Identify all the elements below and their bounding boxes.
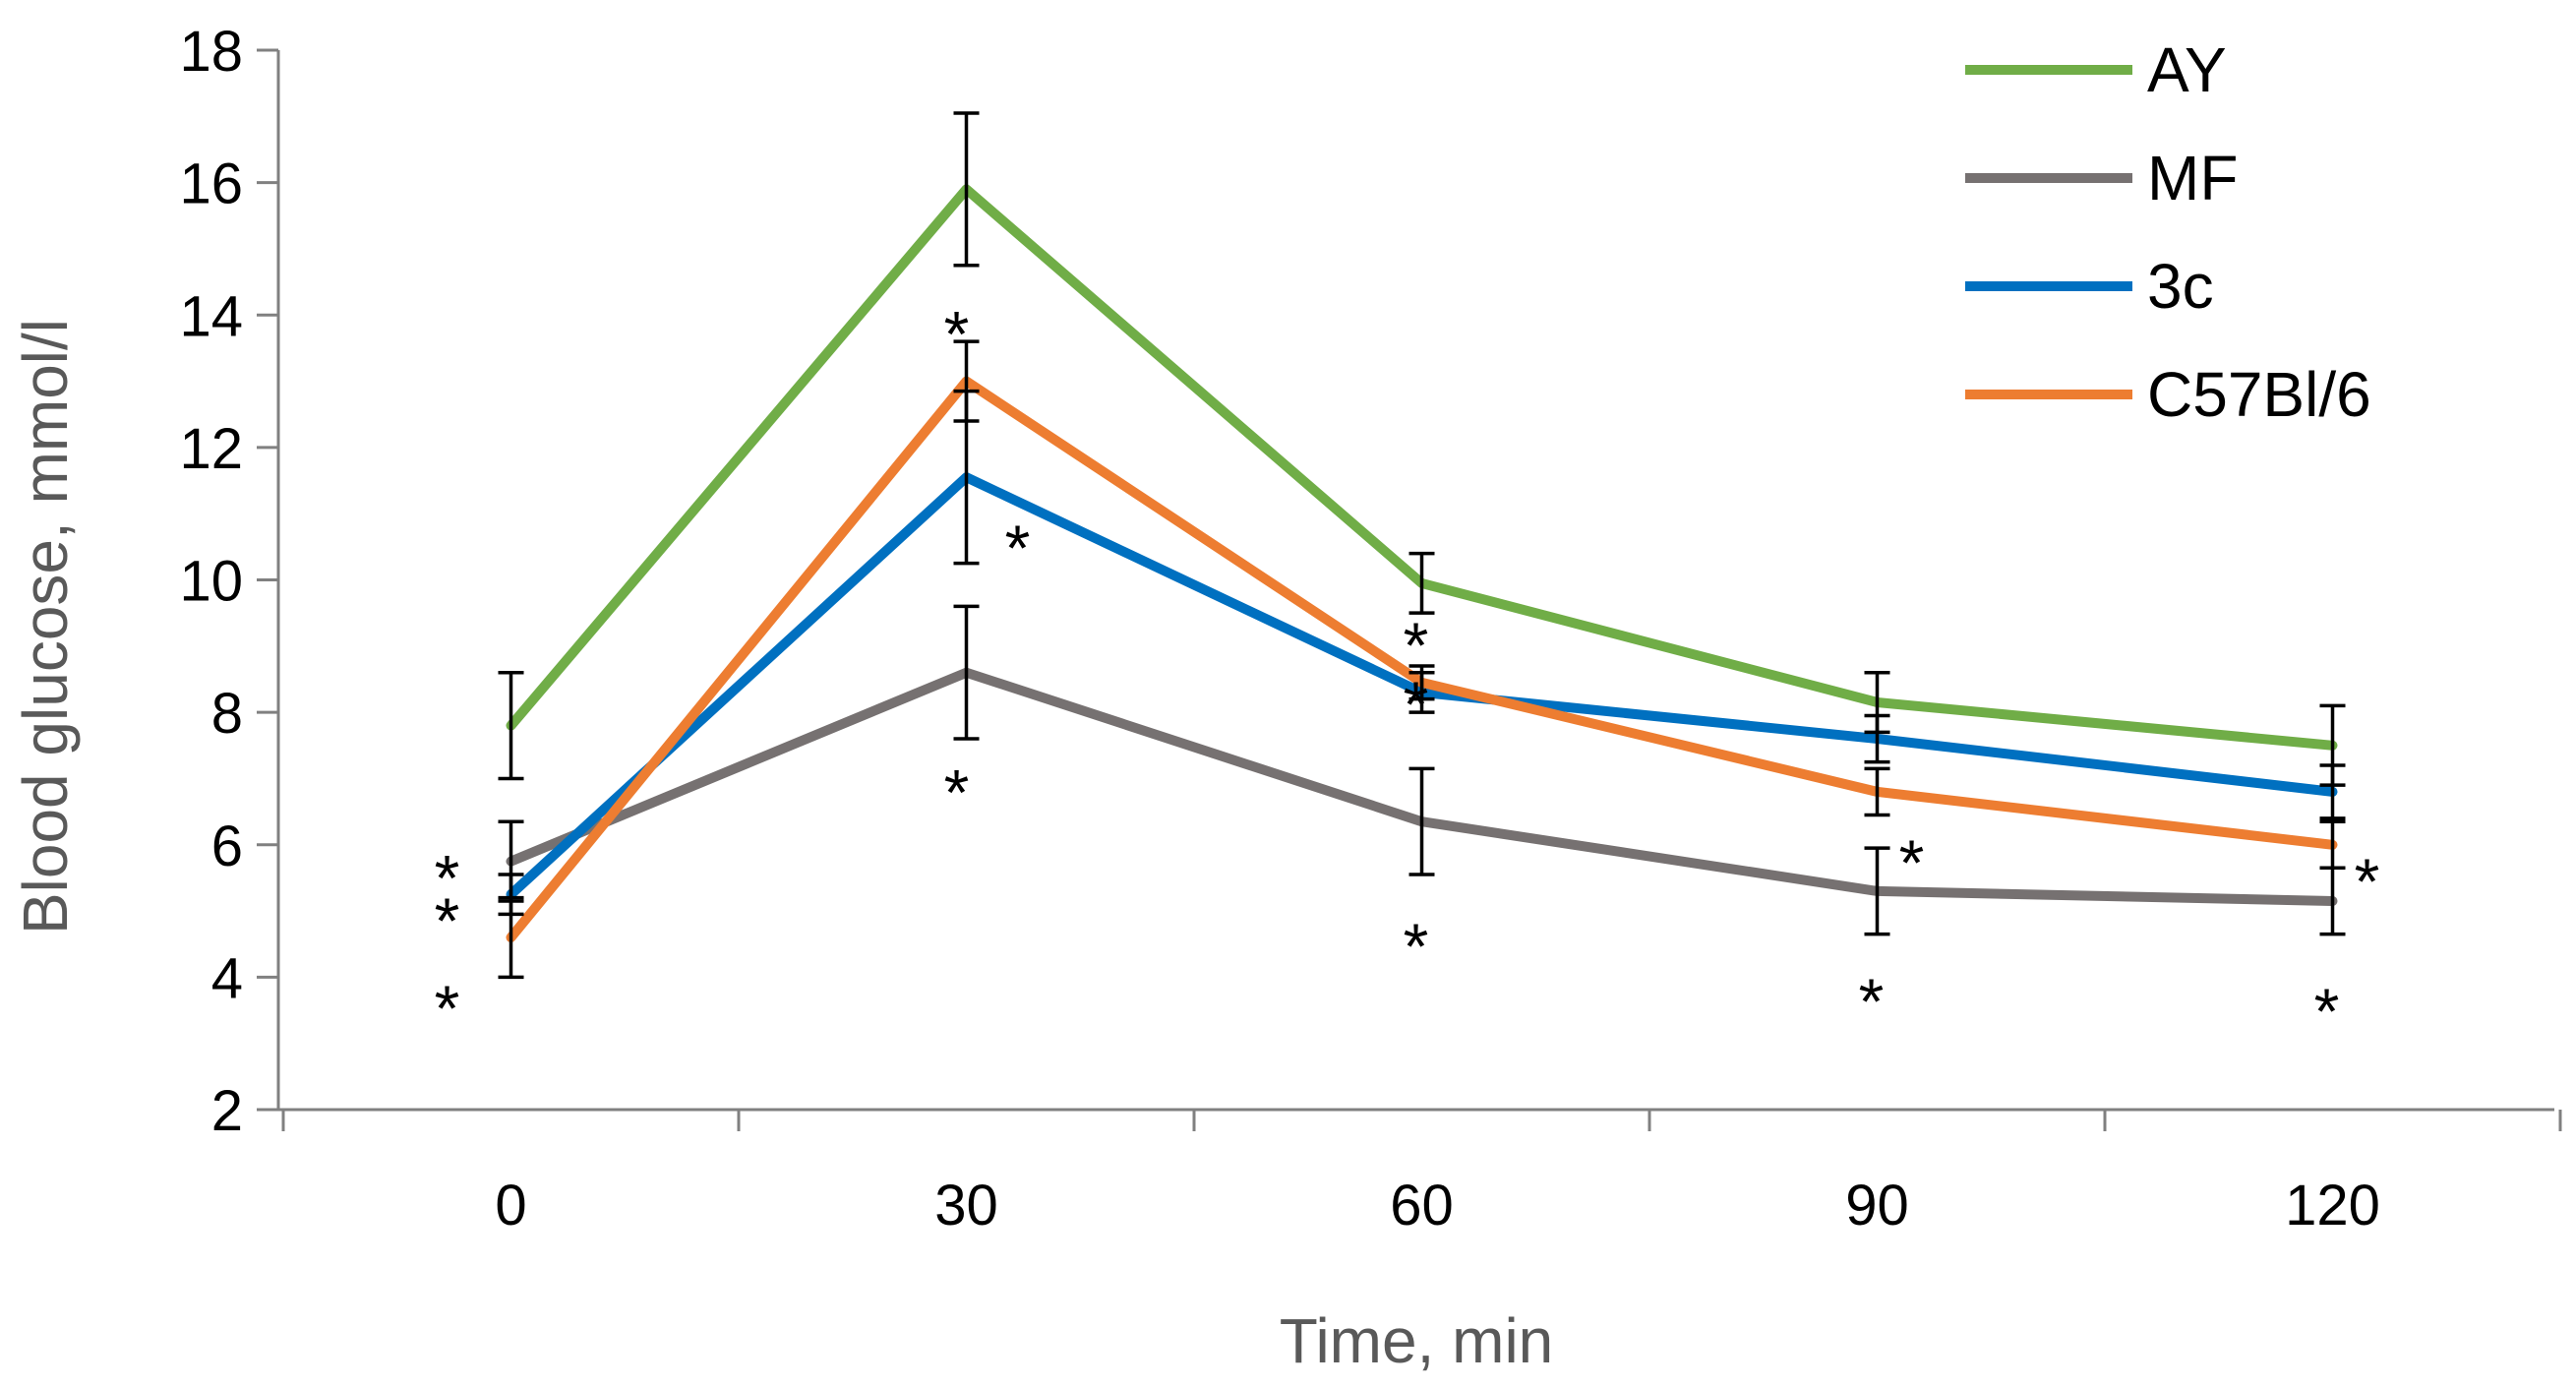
significance-star: * xyxy=(435,884,460,957)
significance-star: * xyxy=(2355,845,2380,918)
y-tick-label: 12 xyxy=(179,417,243,481)
legend-label: AY xyxy=(2147,34,2227,105)
y-axis-title: Blood glucose, mmol/l xyxy=(10,319,81,935)
significance-star: * xyxy=(1404,910,1429,983)
y-tick-label: 14 xyxy=(179,284,243,348)
significance-star: * xyxy=(1899,826,1925,899)
chart-axes xyxy=(257,48,2562,1131)
y-tick-label: 10 xyxy=(179,550,243,614)
x-tick-label: 60 xyxy=(1390,1174,1454,1237)
x-axis-title: Time, min xyxy=(1280,1305,1554,1376)
y-tick-labels: 2 4 6 8 10 12 14 16 18 xyxy=(179,20,243,1143)
x-tick-label: 0 xyxy=(495,1174,526,1237)
y-tick-label: 4 xyxy=(211,946,243,1010)
significance-star: * xyxy=(1404,609,1429,682)
significance-star: * xyxy=(944,298,970,371)
legend-label: C57Bl/6 xyxy=(2147,359,2371,430)
y-tick-label: 18 xyxy=(179,20,243,84)
x-tick-labels: 0 30 60 90 120 xyxy=(495,1174,2380,1237)
y-tick-label: 6 xyxy=(211,815,243,878)
significance-star: * xyxy=(1404,668,1429,741)
legend: AY MF 3c C57Bl/6 xyxy=(1965,34,2371,430)
legend-label: MF xyxy=(2147,143,2238,213)
legend-label: 3c xyxy=(2147,251,2214,322)
significance-star: * xyxy=(435,842,460,915)
y-tick-label: 8 xyxy=(211,682,243,746)
significance-star: * xyxy=(1005,512,1031,584)
significance-star: * xyxy=(944,756,970,829)
x-tick-label: 30 xyxy=(934,1174,998,1237)
significance-star: * xyxy=(1859,965,1885,1038)
x-tick-label: 90 xyxy=(1845,1174,1909,1237)
y-tick-label: 16 xyxy=(179,152,243,216)
significance-star: * xyxy=(435,972,460,1045)
error-bars xyxy=(498,111,2346,980)
x-tick-label: 120 xyxy=(2285,1174,2380,1237)
y-tick-label: 2 xyxy=(211,1079,243,1143)
significance-markers: **** ******** * xyxy=(435,298,2380,1048)
significance-star: * xyxy=(2314,975,2340,1048)
